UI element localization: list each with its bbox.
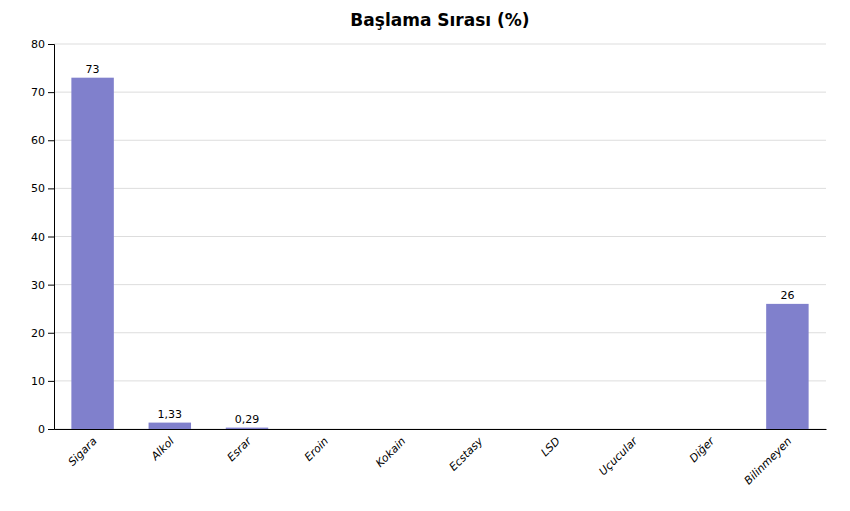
grid-line [54, 92, 826, 93]
tick-label: 10 [31, 375, 45, 388]
tick: Esrar [225, 434, 255, 464]
tick-mark [48, 237, 54, 238]
tick-label: Alkol [148, 435, 177, 464]
tick-label: Diğer [687, 434, 718, 465]
tick-label: Esrar [225, 434, 255, 464]
tick: Eroin [302, 435, 331, 464]
bar [380, 429, 422, 430]
bars [71, 78, 808, 429]
tick-label: Eroin [302, 435, 331, 464]
tick: 50 [31, 182, 54, 195]
tick-label: Uçucular [597, 434, 641, 478]
tick-label: 40 [31, 231, 45, 244]
tick-label: Kokain [373, 435, 408, 470]
tick-label: Ecstasy [447, 434, 486, 473]
bar [303, 429, 345, 430]
tick: Sigara [66, 435, 100, 469]
tick: 0 [38, 423, 54, 436]
grid-line [54, 44, 826, 45]
data-labels: 73 1,33 0,29 26 [86, 63, 795, 426]
grid-line [54, 140, 826, 141]
tick-mark [48, 333, 54, 334]
tick-mark [48, 381, 54, 382]
tick-label: 80 [31, 38, 45, 51]
tick-label: LSD [538, 435, 562, 459]
data-label: 0,29 [235, 413, 260, 426]
bar [457, 429, 499, 430]
data-label: 1,33 [158, 408, 183, 421]
tick: LSD [538, 435, 562, 459]
bar [766, 304, 808, 429]
tick-mark [48, 140, 54, 141]
tick: 10 [31, 375, 54, 388]
axis-line [55, 429, 827, 430]
data-label: 26 [780, 289, 794, 302]
bar [612, 429, 654, 430]
chart-svg: 0 10 20 30 40 50 60 70 80 Sigara Alkol Esrar Eroin Ko… [0, 0, 850, 511]
tick-label: 70 [31, 86, 45, 99]
tick-mark [48, 285, 54, 286]
grid-line [54, 332, 826, 333]
x-axis: Sigara Alkol Esrar Eroin Kokain Ecstasy LSD Uçu… [55, 430, 827, 488]
grid-line [54, 188, 826, 189]
tick: 20 [31, 327, 54, 340]
tick: 30 [31, 279, 54, 292]
grid [54, 44, 826, 429]
tick: 60 [31, 134, 54, 147]
axis-line [48, 45, 55, 430]
bar [689, 429, 731, 430]
tick: 80 [31, 38, 54, 51]
data-label: 73 [86, 63, 100, 76]
tick: Diğer [687, 434, 718, 465]
tick-mark [48, 92, 54, 93]
tick-mark [48, 188, 54, 189]
tick-label: Bilinmeyen [742, 435, 795, 488]
tick-label: 60 [31, 134, 45, 147]
plot-area: 0 10 20 30 40 50 60 70 80 Sigara Alkol Esrar Eroin Ko… [31, 38, 827, 487]
chart-title: Başlama Sırası (%) [350, 10, 529, 30]
tick-label: 50 [31, 182, 45, 195]
bar [71, 78, 113, 429]
tick-label: 0 [38, 423, 45, 436]
tick: Kokain [373, 435, 408, 470]
tick-mark [48, 429, 54, 430]
tick: 40 [31, 231, 54, 244]
tick-label: Sigara [66, 435, 100, 469]
tick: Bilinmeyen [742, 435, 795, 488]
bar [226, 428, 268, 429]
tick-label: 20 [31, 327, 45, 340]
tick: Alkol [148, 435, 177, 464]
tick-label: 30 [31, 279, 45, 292]
tick-mark [48, 44, 54, 45]
grid-line [54, 236, 826, 237]
tick: 70 [31, 86, 54, 99]
bar [535, 429, 577, 430]
bar [149, 423, 191, 429]
tick: Ecstasy [447, 434, 486, 473]
grid-line [54, 380, 826, 381]
tick: Uçucular [597, 434, 641, 478]
y-axis: 0 10 20 30 40 50 60 70 80 [31, 38, 55, 436]
grid-line [54, 284, 826, 285]
